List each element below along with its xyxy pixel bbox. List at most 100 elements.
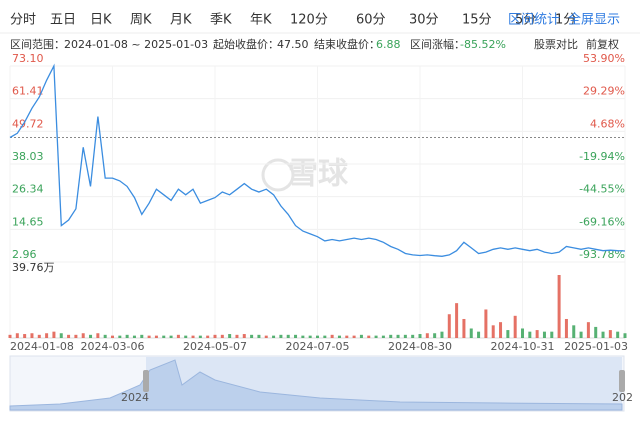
volume-bar	[228, 334, 232, 338]
y2-tick-label: -19.94%	[579, 150, 625, 163]
start-close: 47.50	[277, 38, 309, 51]
tab-action[interactable]: 全屏显示	[568, 12, 620, 28]
tab[interactable]: 15分	[462, 13, 492, 28]
y-tick-label: 2.96	[12, 248, 37, 261]
volume-bar	[37, 334, 41, 338]
volume-bar	[462, 318, 466, 338]
y-tick-label: 61.41	[12, 85, 44, 98]
volume-bar	[557, 275, 561, 338]
x-tick-label: 2024-03-06	[81, 340, 145, 353]
volume-bar	[81, 333, 85, 338]
volume-bar	[359, 334, 363, 338]
volume-bar	[184, 335, 188, 338]
tab[interactable]: 周K	[130, 13, 152, 28]
volume-bar	[250, 334, 254, 338]
tab-action[interactable]: 区间统计	[508, 13, 560, 28]
volume-bar	[272, 335, 276, 338]
tab[interactable]: 30分	[409, 13, 439, 28]
tab[interactable]: 季K	[210, 13, 232, 28]
y-tick-label: 73.10	[12, 52, 44, 65]
volume-bar	[52, 331, 56, 338]
navigator-tick-label: 2024	[121, 391, 149, 404]
volume-bar	[418, 334, 422, 338]
volume-bar	[220, 334, 224, 338]
volume-bar	[176, 334, 180, 338]
x-tick-label: 2024-05-07	[183, 340, 247, 353]
x-tick-label: 2024-01-08	[10, 340, 74, 353]
volume-bar	[506, 330, 510, 338]
volume-bar	[396, 334, 400, 338]
tab[interactable]: 1分	[555, 13, 576, 28]
volume-bar	[279, 334, 283, 338]
volume-bar	[140, 334, 144, 338]
tab[interactable]: 5分	[515, 13, 536, 28]
volume-bar	[162, 335, 166, 338]
volume-bar	[594, 326, 598, 338]
tab[interactable]: 年K	[250, 13, 272, 28]
y2-tick-label: 4.68%	[590, 117, 625, 130]
y2-tick-label: 53.90%	[583, 52, 625, 65]
y-tick-label: 38.03	[12, 150, 44, 163]
navigator-handle[interactable]	[619, 370, 625, 392]
volume-bar	[440, 331, 444, 338]
y-tick-label: 26.34	[12, 183, 44, 196]
volume-bar	[191, 335, 195, 338]
tab[interactable]: 120分	[290, 13, 328, 28]
volume-bar	[242, 334, 246, 338]
volume-bar	[323, 335, 327, 338]
volume-bar	[550, 331, 554, 338]
y2-tick-label: -93.78%	[579, 248, 625, 261]
volume-bar	[542, 331, 546, 338]
price-line	[9, 63, 626, 257]
volume-tick-label: 39.76万	[12, 261, 55, 274]
volume-bar	[455, 303, 459, 338]
volume-bar	[67, 334, 71, 338]
volume-bar	[23, 334, 27, 338]
volume-bar	[469, 328, 473, 338]
volume-bar	[294, 334, 298, 338]
volume-bar	[572, 325, 576, 338]
x-tick-label: 2024-07-05	[286, 340, 350, 353]
volume-bar	[381, 335, 385, 338]
volume-bar	[89, 334, 93, 338]
action[interactable]: 前复权	[586, 37, 619, 51]
volume-bar	[608, 330, 612, 338]
navigator-handle[interactable]	[143, 370, 149, 392]
volume-bar	[601, 331, 605, 338]
volume-bar	[15, 333, 19, 338]
y-tick-label: 49.72	[12, 117, 44, 130]
tab[interactable]: 日K	[90, 13, 112, 28]
change-label: 区间涨幅：	[410, 38, 465, 51]
volume-bar	[45, 333, 49, 338]
volume-bar	[535, 330, 539, 338]
volume-bar	[586, 322, 590, 338]
end-close: 6.88	[376, 38, 401, 51]
volume-bar	[125, 334, 129, 338]
volume-bar	[235, 334, 239, 338]
action[interactable]: 股票对比	[534, 37, 578, 51]
tab[interactable]: 五日	[50, 13, 76, 28]
volume-bar	[367, 335, 371, 338]
range-label: 区间范围：	[10, 37, 65, 51]
tab[interactable]: 月K	[170, 13, 192, 28]
volume-bar	[74, 334, 78, 338]
volume-bar	[132, 335, 136, 338]
volume-bar	[433, 333, 437, 338]
tab[interactable]: 分时	[10, 13, 36, 28]
volume-bar	[528, 331, 532, 338]
volume-bar	[579, 331, 583, 338]
volume-bar	[521, 328, 524, 338]
volume-bar	[389, 334, 393, 338]
volume-bar	[169, 335, 173, 338]
volume-bar	[147, 335, 151, 338]
volume-bar	[96, 333, 100, 338]
volume-bar	[337, 335, 341, 338]
volume-bar	[264, 335, 268, 338]
volume-bar	[411, 334, 415, 338]
volume-bar	[477, 331, 481, 338]
tab[interactable]: 60分	[356, 13, 386, 28]
volume-bar	[499, 322, 503, 338]
volume-bar	[352, 335, 356, 338]
volume-bar	[103, 334, 107, 338]
